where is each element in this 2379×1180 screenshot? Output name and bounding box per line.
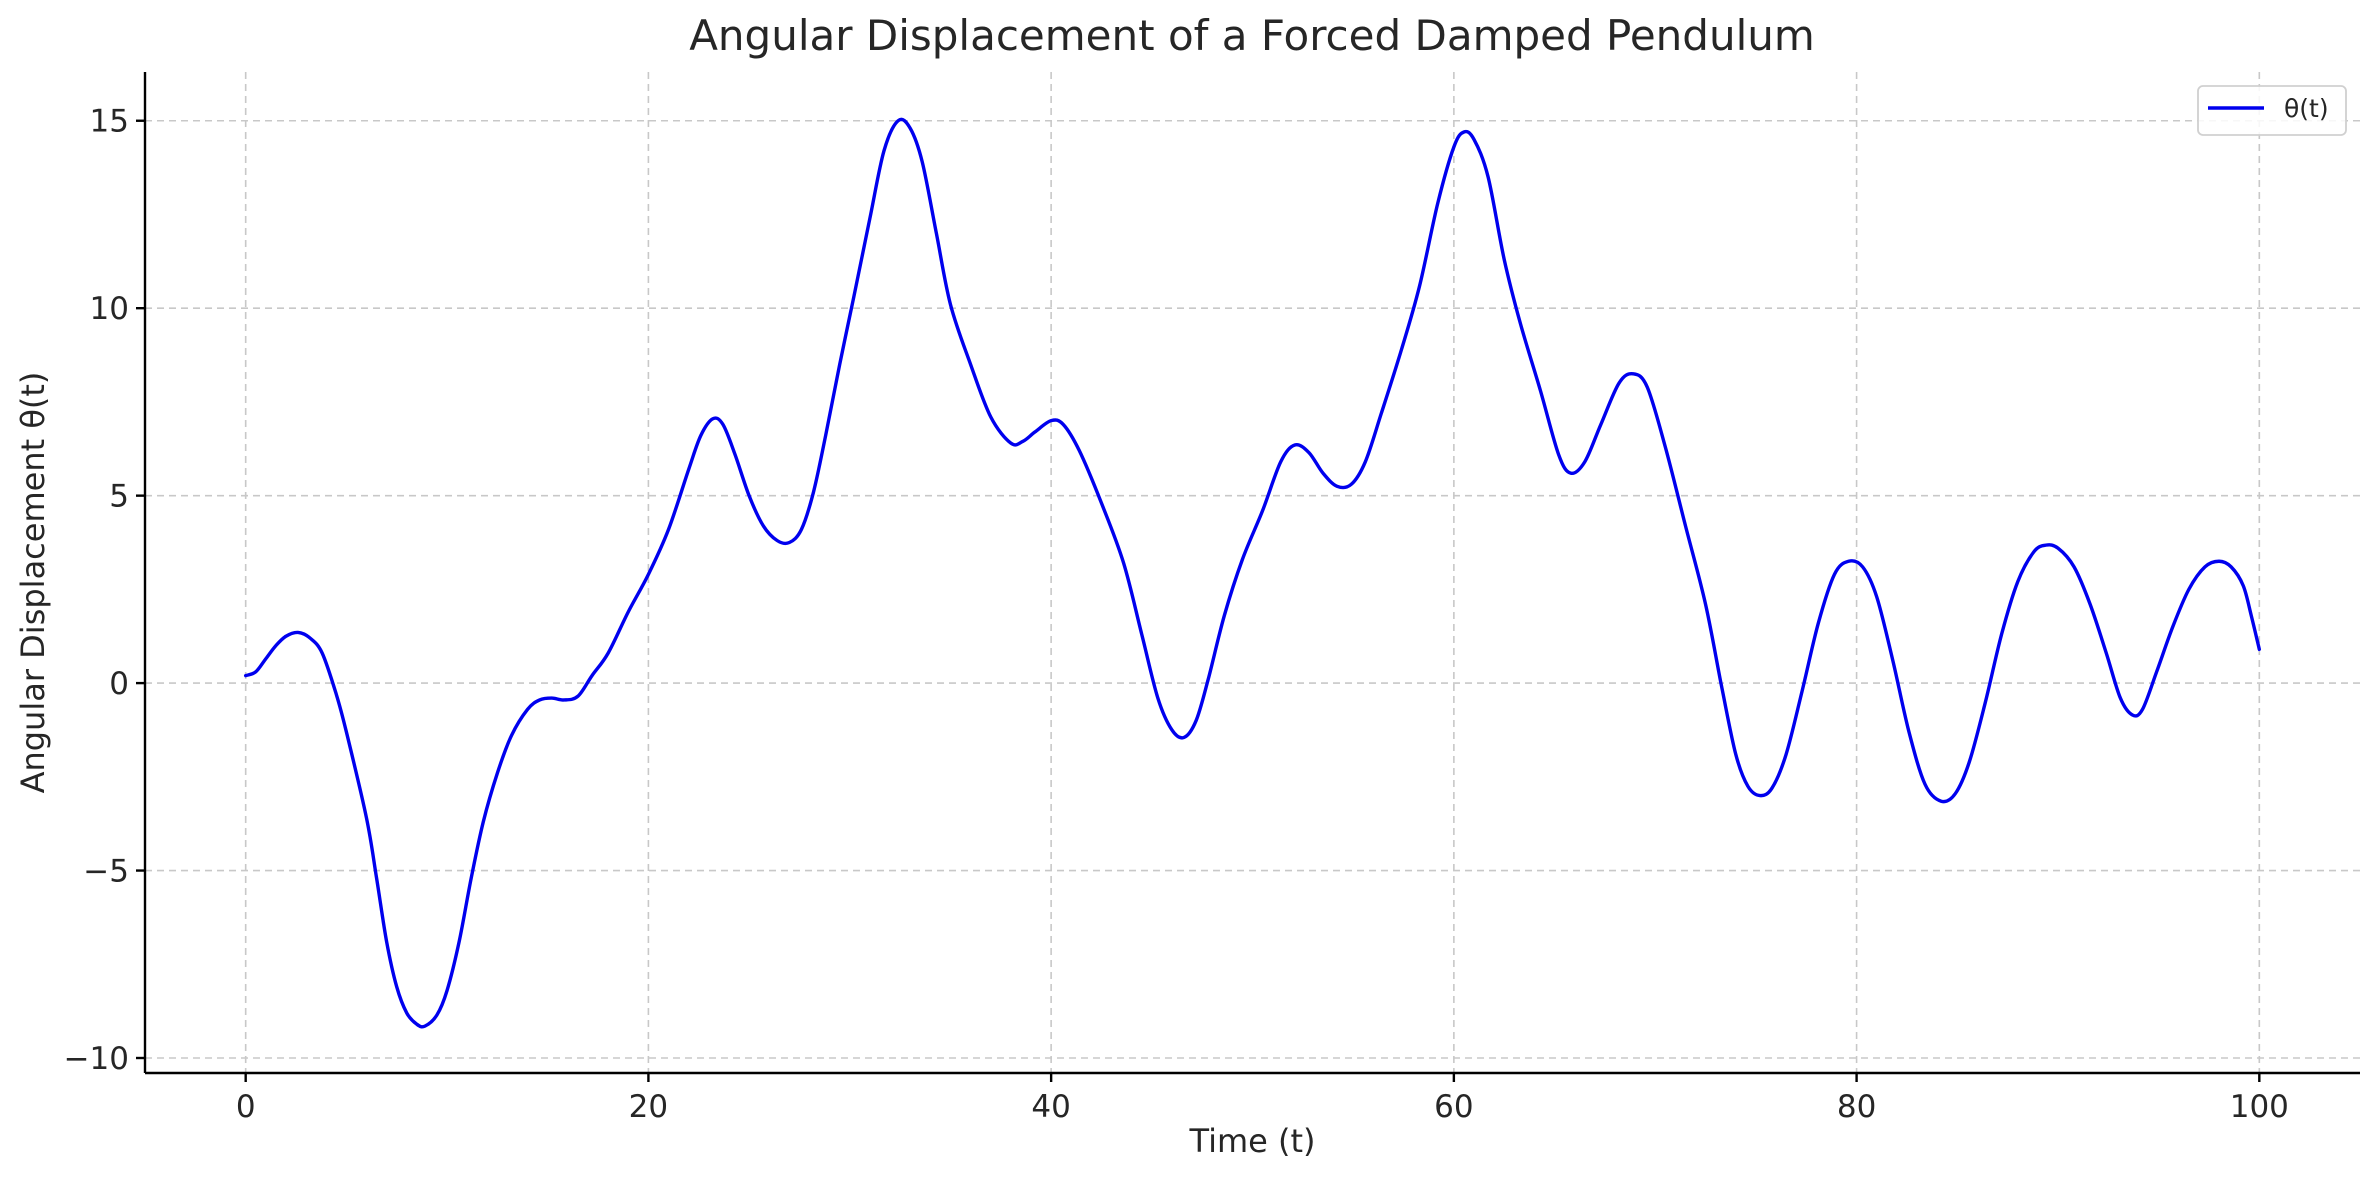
legend-label-theta: θ(t) bbox=[2284, 94, 2329, 123]
x-tick-label: 20 bbox=[629, 1089, 668, 1125]
chart-title: Angular Displacement of a Forced Damped … bbox=[689, 11, 1815, 60]
series-layer bbox=[243, 117, 2262, 1029]
legend-box bbox=[2197, 85, 2347, 136]
y-axis-label: Angular Displacement θ(t) bbox=[14, 372, 52, 794]
y-tick-label: 10 bbox=[90, 291, 129, 327]
y-tick-label: 15 bbox=[90, 104, 129, 140]
axes bbox=[143, 72, 2360, 1075]
series-line-theta bbox=[243, 117, 2262, 1029]
x-tick-label: 40 bbox=[1031, 1089, 1070, 1125]
ticks: 0 20 40 60 80 100 −10 −5 0 5 10 15 bbox=[64, 104, 2289, 1125]
x-tick-label: 80 bbox=[1837, 1089, 1876, 1125]
y-tick-label: 5 bbox=[109, 479, 129, 515]
y-tick-label: −5 bbox=[83, 854, 129, 890]
x-tick-label: 100 bbox=[2230, 1089, 2289, 1125]
y-tick-label: 0 bbox=[109, 666, 129, 702]
legend: θ(t) bbox=[2197, 85, 2347, 136]
x-tick-label: 0 bbox=[236, 1089, 256, 1125]
x-axis-label: Time (t) bbox=[1189, 1122, 1316, 1160]
x-tick-label: 60 bbox=[1434, 1089, 1473, 1125]
y-tick-label: −10 bbox=[64, 1041, 129, 1077]
grid bbox=[145, 72, 2360, 1073]
